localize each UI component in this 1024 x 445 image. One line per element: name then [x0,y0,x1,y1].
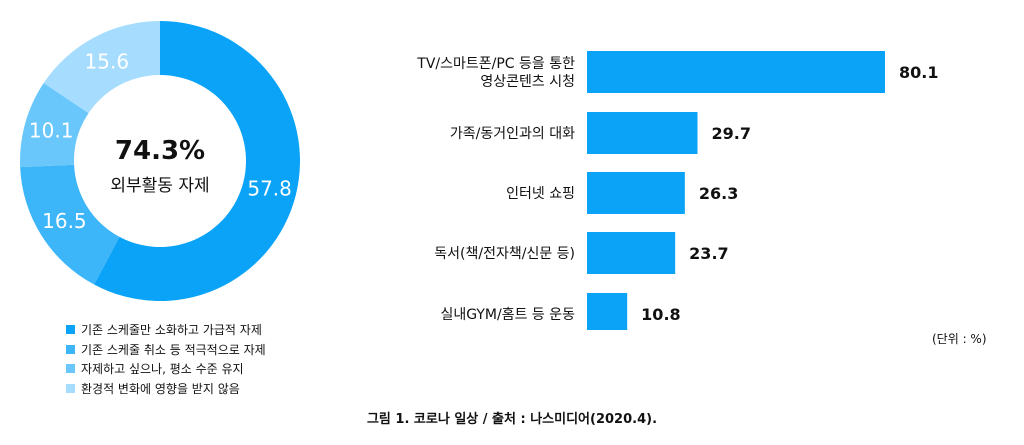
legend-item: 기존 스케줄 취소 등 적극적으로 자제 [66,340,266,360]
donut-slice [94,21,300,301]
unit-label: (단위 : %) [932,332,987,346]
legend-item: 기존 스케줄만 소화하고 가급적 자제 [66,320,266,340]
legend-item: 자제하고 싶으나, 평소 수준 유지 [66,359,266,379]
legend-swatch [66,325,75,335]
donut-center-value: 74.3% [115,136,205,166]
legend-label: 환경적 변화에 영향을 받지 않음 [81,381,240,396]
legend-label: 기존 스케줄만 소화하고 가급적 자제 [81,323,262,338]
bar [587,51,885,93]
bar-value-label: 80.1 [899,63,938,82]
bar-value-label: 23.7 [689,244,728,263]
donut-slice [20,164,120,285]
bar-value-label: 26.3 [699,184,738,203]
legend-label: 자제하고 싶으나, 평소 수준 유지 [81,362,244,377]
bar-category-label: 실내GYM/홈트 등 운동 [440,307,575,323]
bar [587,112,698,154]
bar [587,232,676,274]
legend-label: 기존 스케줄 취소 등 적극적으로 자제 [81,342,266,357]
bar-value-label: 10.8 [641,305,680,324]
donut-legend: 기존 스케줄만 소화하고 가급적 자제 기존 스케줄 취소 등 적극적으로 자제… [66,320,266,398]
bar [587,172,685,214]
legend-item: 환경적 변화에 영향을 받지 않음 [66,379,266,399]
donut-center-label: 외부활동 자제 [110,176,209,196]
bar [587,293,628,330]
legend-swatch [66,344,75,354]
legend-swatch [66,383,75,393]
bar-category-label: 가족/동거인과의 대화 [450,126,575,142]
figure-caption: 그림 1. 코로나 일상 / 출처 : 나스미디어(2020.4). [366,412,658,427]
donut-slice-label: 57.8 [247,176,292,200]
donut-slice-label: 10.1 [29,118,74,142]
bar-category-label: TV/스마트폰/PC 등을 통한 영상콘텐츠 시청 [416,56,575,90]
bar-value-label: 29.7 [711,124,750,143]
bar-category-label: 독서(책/전자책/신문 등) [434,246,575,262]
bar-chart: 80.1 TV/스마트폰/PC 등을 통한 영상콘텐츠 시청 29.7 가족/동거인과의… [416,51,938,330]
donut-slice-label: 16.5 [42,209,87,233]
donut-slice-label: 15.6 [85,49,130,73]
legend-swatch [66,364,75,374]
donut-slice [20,83,89,168]
bar-category-label: 인터넷 쇼핑 [506,186,575,202]
donut-slice [43,20,160,114]
donut-chart: 57.8 16.5 10.1 15.6 74.3% 외부활동 자제 [20,20,300,301]
